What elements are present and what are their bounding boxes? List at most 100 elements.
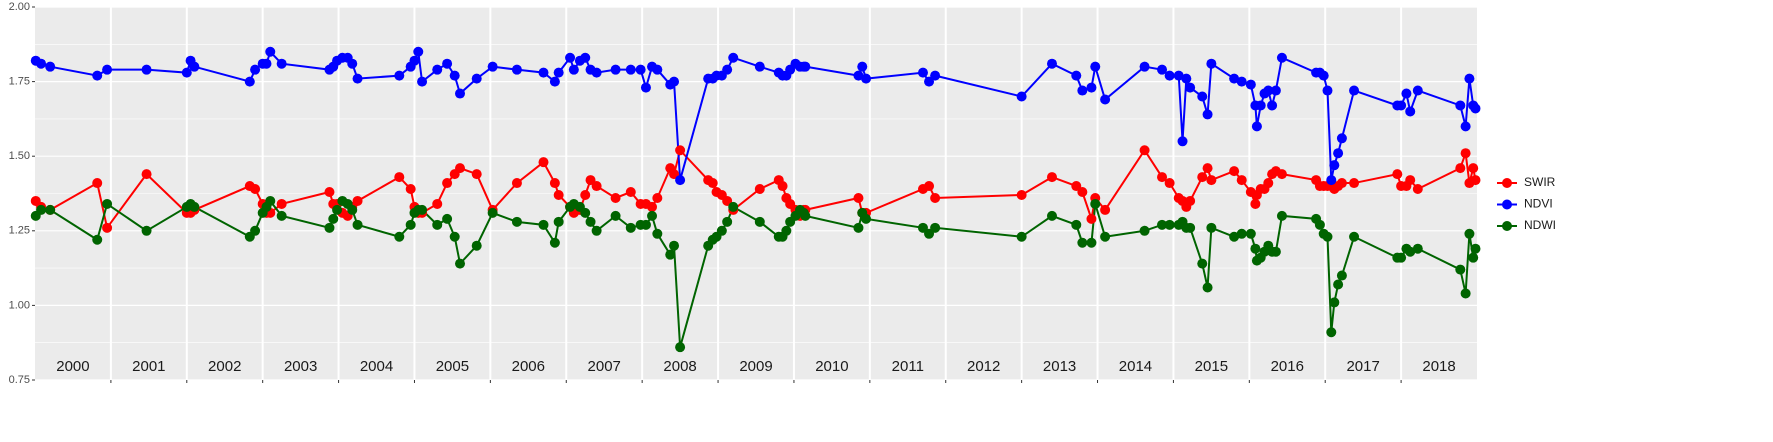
data-point — [1460, 148, 1471, 159]
data-point — [1251, 121, 1262, 132]
data-point — [665, 249, 676, 260]
data-point — [1468, 252, 1479, 263]
legend-label: NDVI — [1524, 197, 1553, 211]
data-point — [1460, 121, 1471, 132]
data-point — [324, 187, 335, 198]
data-point — [471, 169, 482, 180]
data-point — [707, 178, 718, 189]
data-point — [1229, 231, 1240, 242]
data-point — [669, 76, 680, 87]
data-point — [580, 207, 591, 218]
data-point — [141, 64, 152, 75]
data-point — [861, 213, 872, 224]
data-point — [92, 178, 103, 189]
data-point — [1263, 85, 1274, 96]
data-point — [1276, 169, 1287, 180]
data-point — [610, 64, 621, 75]
year-label: 2001 — [132, 358, 165, 375]
data-point — [1197, 91, 1208, 102]
year-label: 2015 — [1195, 358, 1228, 375]
data-point — [405, 184, 416, 195]
year-label: 2010 — [815, 358, 848, 375]
data-point — [1318, 70, 1329, 81]
data-point — [276, 198, 287, 209]
data-point — [1322, 231, 1333, 242]
data-point — [1326, 327, 1337, 338]
data-point — [754, 184, 765, 195]
data-point — [538, 157, 549, 168]
data-point — [652, 64, 663, 75]
data-point — [553, 67, 564, 78]
year-label: 2003 — [284, 358, 317, 375]
data-point — [250, 64, 261, 75]
data-point — [1177, 136, 1188, 147]
data-point — [930, 70, 941, 81]
data-point — [585, 216, 596, 227]
data-point — [716, 225, 727, 236]
data-point — [1077, 237, 1088, 248]
data-point — [487, 207, 498, 218]
data-point — [1086, 82, 1097, 93]
data-point — [1396, 252, 1407, 263]
data-point — [669, 240, 680, 251]
data-point — [1046, 172, 1057, 183]
data-point — [1071, 70, 1082, 81]
year-label: 2008 — [663, 358, 696, 375]
data-point — [352, 195, 363, 206]
data-point — [1412, 184, 1423, 195]
data-point — [1455, 163, 1466, 174]
data-point — [853, 222, 864, 233]
data-point — [1016, 91, 1027, 102]
data-point — [36, 58, 47, 69]
year-label: 2012 — [967, 358, 1000, 375]
data-point — [244, 76, 255, 87]
data-point — [591, 67, 602, 78]
year-label: 2006 — [512, 358, 545, 375]
data-point — [1245, 79, 1256, 90]
data-point — [635, 64, 646, 75]
data-point — [417, 204, 428, 215]
data-point — [1270, 246, 1281, 257]
data-point — [1139, 145, 1150, 156]
data-point — [347, 204, 358, 215]
data-point — [432, 64, 443, 75]
data-point — [1329, 160, 1340, 171]
data-point — [553, 189, 564, 200]
data-point — [861, 73, 872, 84]
data-point — [417, 76, 428, 87]
data-point — [1016, 189, 1027, 200]
data-point — [1464, 73, 1475, 84]
data-point — [455, 258, 466, 269]
data-point — [1197, 258, 1208, 269]
data-point — [1100, 94, 1111, 105]
year-label: 2004 — [360, 358, 393, 375]
data-point — [1470, 103, 1481, 114]
data-point — [549, 76, 560, 87]
data-point — [1236, 76, 1247, 87]
data-point — [250, 184, 261, 195]
data-point — [1468, 163, 1479, 174]
data-point — [1202, 163, 1213, 174]
data-point — [1250, 198, 1261, 209]
data-point — [189, 201, 200, 212]
legend-label: NDWI — [1524, 218, 1556, 232]
data-point — [1245, 228, 1256, 239]
data-point — [1157, 64, 1168, 75]
data-point — [565, 52, 576, 63]
data-point — [102, 64, 113, 75]
data-point — [1206, 175, 1217, 186]
data-point — [1349, 178, 1360, 189]
data-point — [625, 187, 636, 198]
y-tick-label: 1.25 — [9, 225, 30, 237]
data-point — [276, 58, 287, 69]
data-point — [610, 210, 621, 221]
data-point — [449, 70, 460, 81]
data-point — [1405, 106, 1416, 117]
data-point — [141, 169, 152, 180]
data-point — [1401, 88, 1412, 99]
data-point — [853, 70, 864, 81]
data-point — [652, 228, 663, 239]
data-point — [647, 210, 658, 221]
data-point — [1202, 282, 1213, 293]
data-point — [549, 178, 560, 189]
